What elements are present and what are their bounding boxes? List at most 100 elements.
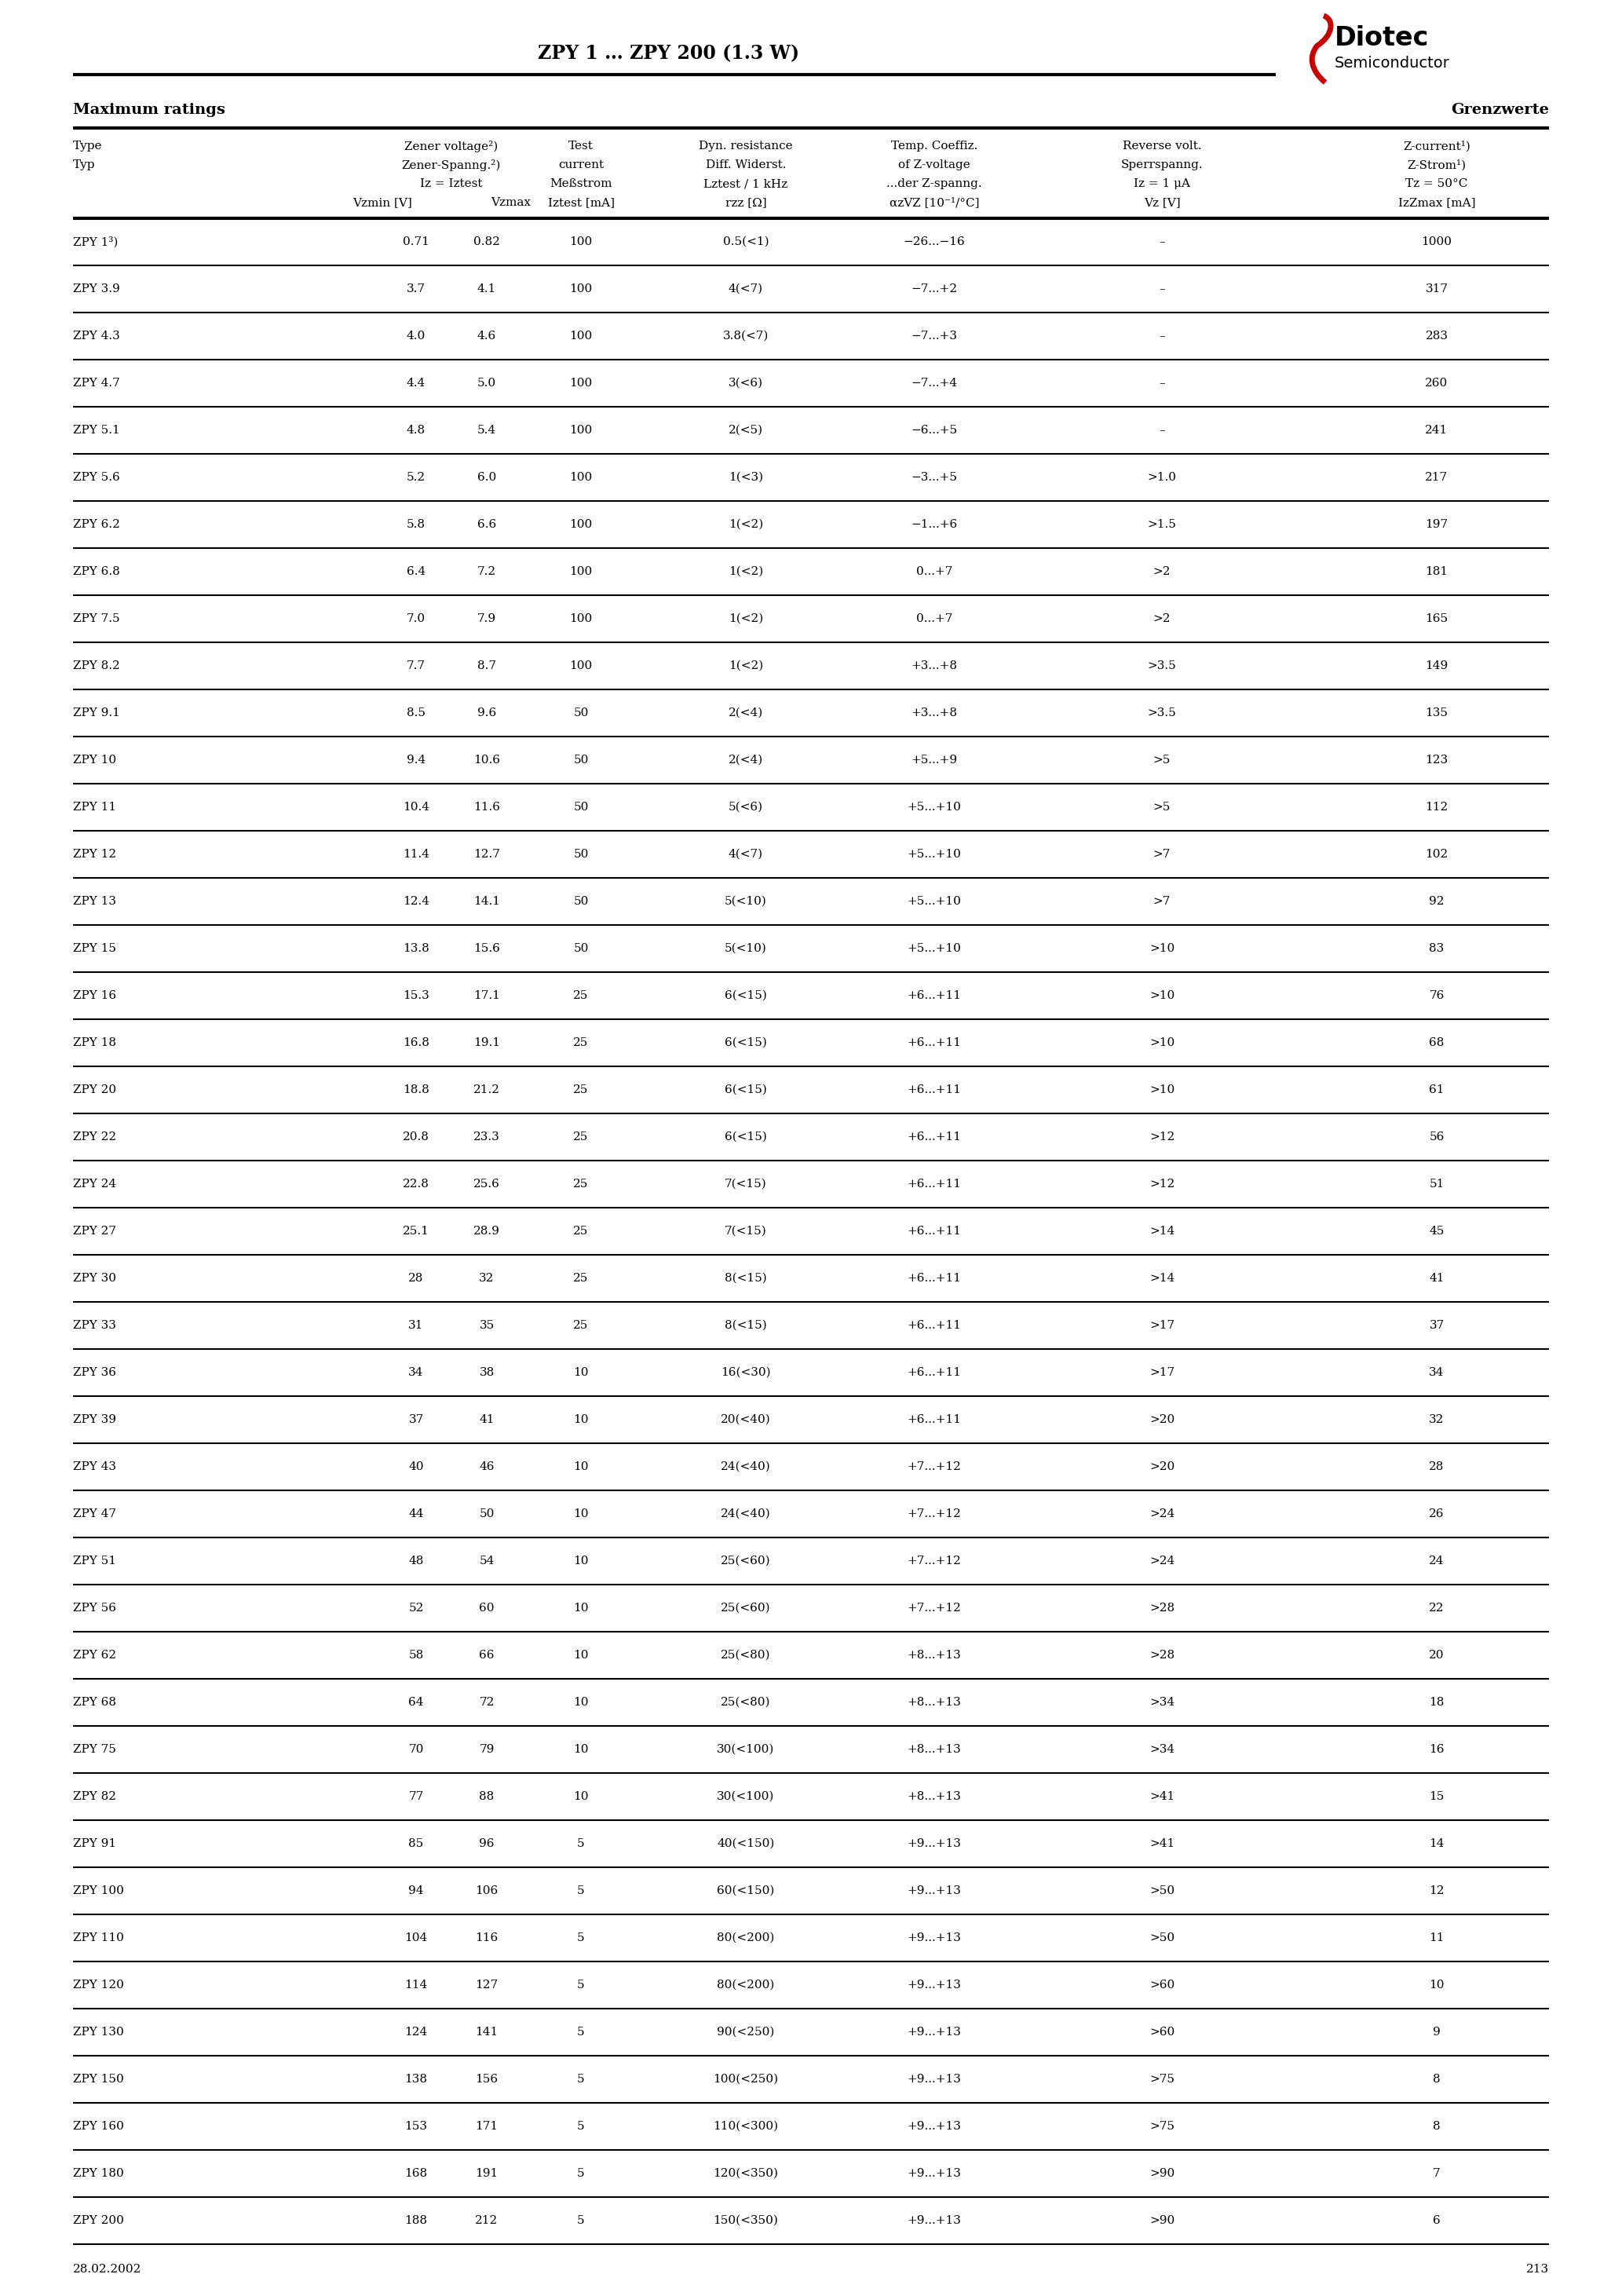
Text: 10: 10 [1429,1979,1444,1991]
Text: –: – [1160,379,1165,388]
Text: 3(<6): 3(<6) [728,379,764,388]
Text: 41: 41 [478,1414,495,1426]
Text: >60: >60 [1150,2027,1174,2037]
Text: +8...+13: +8...+13 [907,1651,962,1660]
Text: 7(<15): 7(<15) [725,1226,767,1238]
Text: 54: 54 [478,1554,495,1566]
Text: >34: >34 [1150,1745,1174,1754]
Text: ZPY 100: ZPY 100 [73,1885,123,1896]
Text: 10: 10 [573,1508,589,1520]
Text: ZPY 12: ZPY 12 [73,850,117,859]
Text: >90: >90 [1150,2167,1174,2179]
Text: 10: 10 [573,1651,589,1660]
Text: 1(<2): 1(<2) [728,519,764,530]
Text: ZPY 120: ZPY 120 [73,1979,123,1991]
Text: +6...+11: +6...+11 [907,1178,962,1189]
Text: 7.2: 7.2 [477,567,496,576]
Text: ZPY 1 … ZPY 200 (1.3 W): ZPY 1 … ZPY 200 (1.3 W) [539,44,800,62]
Text: ZPY 75: ZPY 75 [73,1745,117,1754]
Text: 31: 31 [409,1320,423,1332]
Text: ZPY 11: ZPY 11 [73,801,117,813]
Text: 6(<15): 6(<15) [725,990,767,1001]
Text: 0...+7: 0...+7 [916,567,952,576]
Text: 50: 50 [478,1508,495,1520]
Text: +7...+12: +7...+12 [907,1460,962,1472]
Text: 94: 94 [409,1885,423,1896]
Text: +8...+13: +8...+13 [907,1791,962,1802]
Text: 25(<80): 25(<80) [720,1697,770,1708]
Text: 25: 25 [573,1272,589,1283]
Text: +9...+13: +9...+13 [907,1839,962,1848]
Text: +6...+11: +6...+11 [907,990,962,1001]
Text: 5: 5 [577,2122,586,2133]
Text: −7...+3: −7...+3 [912,331,957,342]
Text: Iᴢ = Iᴢtest: Iᴢ = Iᴢtest [420,179,483,188]
Text: 58: 58 [409,1651,423,1660]
Text: ZPY 9.1: ZPY 9.1 [73,707,120,719]
Text: Test: Test [568,140,594,152]
Text: 28.02.2002: 28.02.2002 [73,2264,141,2275]
Text: ZPY 5.1: ZPY 5.1 [73,425,120,436]
Text: >10: >10 [1150,990,1174,1001]
Text: 14.1: 14.1 [474,895,500,907]
Text: 110(<300): 110(<300) [714,2122,779,2133]
Text: Iᴢtest [mA]: Iᴢtest [mA] [548,197,615,209]
Text: 20(<40): 20(<40) [720,1414,770,1426]
Text: 6: 6 [1432,2216,1440,2227]
Text: 50: 50 [573,801,589,813]
Text: 283: 283 [1426,331,1448,342]
Text: 0.82: 0.82 [474,236,500,248]
Text: +9...+13: +9...+13 [907,2167,962,2179]
Text: >90: >90 [1150,2216,1174,2227]
Text: 35: 35 [478,1320,495,1332]
Text: ZPY 91: ZPY 91 [73,1839,117,1848]
Text: 48: 48 [409,1554,423,1566]
Text: −6...+5: −6...+5 [912,425,957,436]
Text: 138: 138 [406,2073,428,2085]
Text: +7...+12: +7...+12 [907,1554,962,1566]
Text: 28: 28 [409,1272,423,1283]
Text: 100: 100 [569,567,592,576]
Text: ZPY 36: ZPY 36 [73,1366,117,1378]
Text: 34: 34 [409,1366,423,1378]
Text: +7...+12: +7...+12 [907,1603,962,1614]
Text: 1(<2): 1(<2) [728,613,764,625]
Text: 25: 25 [573,1226,589,1238]
Text: Z-Strom¹): Z-Strom¹) [1408,158,1466,170]
Text: −3...+5: −3...+5 [912,473,957,482]
Text: 9.6: 9.6 [477,707,496,719]
Text: 16(<30): 16(<30) [720,1366,770,1378]
Text: 213: 213 [1526,2264,1549,2275]
Text: 7(<15): 7(<15) [725,1178,767,1189]
Text: 317: 317 [1426,282,1448,294]
Text: 72: 72 [478,1697,495,1708]
Text: 3.7: 3.7 [407,282,425,294]
Text: 79: 79 [478,1745,495,1754]
Text: +5...+10: +5...+10 [907,850,962,859]
Text: 168: 168 [404,2167,428,2179]
Text: 1(<3): 1(<3) [728,473,764,482]
Text: +8...+13: +8...+13 [907,1745,962,1754]
Text: 4(<7): 4(<7) [728,282,764,294]
Text: ZPY 33: ZPY 33 [73,1320,117,1332]
Text: 5(<10): 5(<10) [725,944,767,955]
Text: 100: 100 [569,282,592,294]
Text: >28: >28 [1150,1651,1174,1660]
Text: 4.6: 4.6 [477,331,496,342]
Text: 25: 25 [573,1038,589,1049]
Text: 30(<100): 30(<100) [717,1745,775,1754]
Text: +6...+11: +6...+11 [907,1320,962,1332]
Text: Meßstrom: Meßstrom [550,179,611,188]
Text: >10: >10 [1150,1038,1174,1049]
Text: –: – [1160,331,1165,342]
Text: ZPY 10: ZPY 10 [73,755,117,765]
Text: ZPY 20: ZPY 20 [73,1084,117,1095]
Text: >75: >75 [1150,2122,1174,2133]
Text: 2(<5): 2(<5) [728,425,764,436]
Text: 37: 37 [1429,1320,1444,1332]
Text: 24(<40): 24(<40) [720,1508,770,1520]
Text: 188: 188 [406,2216,428,2227]
Text: 10: 10 [573,1554,589,1566]
Text: ZPY 160: ZPY 160 [73,2122,123,2133]
Text: 241: 241 [1426,425,1448,436]
